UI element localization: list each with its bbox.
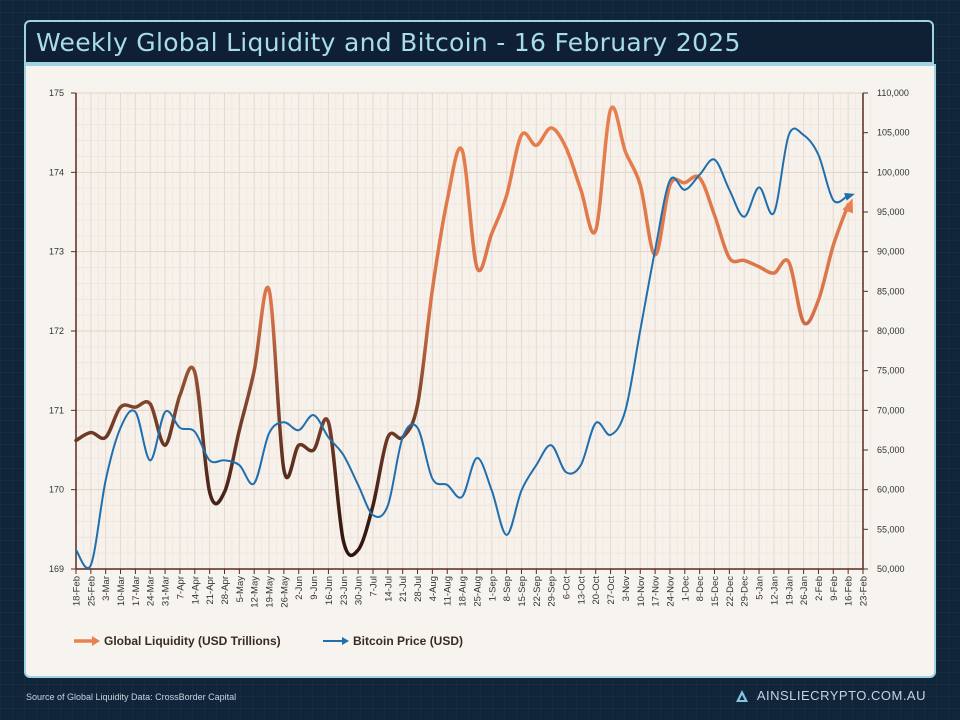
right-tick-label: 90,000	[877, 247, 905, 257]
x-tick-label: 13-Oct	[576, 576, 587, 605]
x-tick-label: 24-Nov	[665, 576, 676, 607]
x-tick-label: 27-Oct	[606, 576, 617, 605]
title-bar: Weekly Global Liquidity and Bitcoin - 16…	[24, 20, 934, 64]
grid	[75, 92, 871, 570]
right-tick-label: 100,000	[877, 167, 910, 177]
x-tick-label: 3-Nov	[621, 576, 632, 602]
x-tick-label: 7-Jul	[368, 576, 379, 597]
x-tick-label: 12-May	[250, 576, 261, 608]
x-tick-label: 16-Jun	[324, 576, 335, 605]
legend: Global Liquidity (USD Trillions) Bitcoin…	[74, 634, 463, 648]
brand-url: AINSLIECRYPTO.COM.AU	[756, 688, 926, 703]
x-tick-label: 16-Feb	[844, 576, 855, 606]
legend-item-bitcoin: Bitcoin Price (USD)	[323, 634, 463, 648]
right-tick-label: 70,000	[877, 405, 905, 415]
x-tick-label: 9-Feb	[829, 576, 840, 601]
x-tick-label: 28-Jul	[413, 576, 424, 602]
x-tick-label: 28-Apr	[220, 576, 231, 605]
right-tick-label: 110,000	[877, 88, 909, 98]
left-tick-label: 170	[49, 485, 64, 495]
x-tick-label: 17-Mar	[131, 576, 142, 606]
x-tick-label: 8-Sep	[502, 576, 513, 601]
left-tick-label: 171	[49, 405, 64, 415]
x-tick-label: 11-Aug	[443, 576, 454, 606]
x-tick-label: 4-Aug	[428, 576, 439, 601]
x-tick-label: 29-Sep	[547, 576, 558, 607]
bitcoin-arrowhead	[844, 193, 855, 201]
x-tick-label: 24-Mar	[146, 576, 157, 606]
x-tick-label: 17-Nov	[651, 576, 662, 607]
x-tick-label: 12-Jan	[769, 576, 780, 605]
right-tick-label: 95,000	[877, 207, 905, 217]
axes: 169 170 171 172 173 174 175 50,000 55,000 60,000 6…	[49, 88, 910, 608]
x-tick-label: 25-Feb	[86, 576, 97, 606]
x-tick-label: 31-Mar	[161, 576, 172, 606]
left-tick-label: 169	[49, 564, 64, 574]
x-tick-label: 23-Jun	[339, 576, 350, 605]
right-tick-label: 60,000	[877, 485, 905, 495]
x-tick-label: 3-Mar	[101, 576, 112, 601]
x-tick-label: 26-May	[279, 576, 290, 608]
x-tick-label: 2-Feb	[814, 576, 825, 601]
x-tick-label: 8-Dec	[695, 576, 706, 602]
right-tick-label: 55,000	[877, 524, 905, 534]
right-tick-label: 85,000	[877, 286, 905, 296]
x-tick-label: 7-Apr	[175, 576, 186, 599]
legend-label-liquidity: Global Liquidity (USD Trillions)	[104, 634, 281, 648]
brand[interactable]: AINSLIECRYPTO.COM.AU	[735, 688, 926, 703]
x-tick-label: 18-Aug	[458, 576, 469, 607]
legend-label-bitcoin: Bitcoin Price (USD)	[353, 634, 463, 648]
x-tick-label: 10-Nov	[636, 576, 647, 607]
source-note: Source of Global Liquidity Data: CrossBo…	[26, 692, 237, 702]
ainslie-logo-icon	[735, 689, 748, 702]
x-tick-label: 30-Jun	[354, 576, 365, 605]
left-tick-label: 174	[49, 167, 64, 177]
x-tick-label: 22-Dec	[725, 576, 736, 607]
x-tick-label: 14-Apr	[190, 576, 201, 605]
right-tick-label: 65,000	[877, 445, 905, 455]
chart-title: Weekly Global Liquidity and Bitcoin - 16…	[36, 28, 741, 57]
series	[74, 105, 855, 569]
left-tick-label: 173	[49, 247, 64, 257]
liquidity-line	[74, 105, 850, 558]
x-tick-label: 21-Apr	[205, 576, 216, 605]
left-tick-label: 172	[49, 326, 64, 336]
x-tick-label: 15-Sep	[517, 576, 528, 607]
x-tick-label: 19-Jan	[784, 576, 795, 605]
x-tick-label: 22-Sep	[532, 576, 543, 607]
x-tick-label: 15-Dec	[710, 576, 721, 607]
x-tick-label: 1-Sep	[487, 576, 498, 601]
x-tick-label: 14-Jul	[383, 576, 394, 602]
left-tick-label: 175	[49, 88, 64, 98]
right-tick-label: 80,000	[877, 326, 905, 336]
x-tick-label: 18-Feb	[72, 576, 83, 606]
x-tick-label: 5-May	[235, 576, 246, 603]
right-tick-label: 50,000	[877, 564, 905, 574]
right-tick-label: 105,000	[877, 128, 910, 138]
x-tick-label: 1-Dec	[680, 576, 691, 602]
x-tick-label: 9-Jun	[309, 576, 320, 600]
x-tick-label: 6-Oct	[562, 576, 573, 600]
x-tick-label: 25-Aug	[472, 576, 483, 607]
x-tick-label: 19-May	[265, 576, 276, 608]
right-tick-label: 75,000	[877, 366, 905, 376]
x-tick-label: 20-Oct	[591, 576, 602, 605]
x-tick-label: 23-Feb	[859, 576, 870, 606]
x-tick-label: 2-Jun	[294, 576, 305, 600]
x-tick-label: 10-Mar	[116, 576, 127, 606]
x-tick-label: 5-Jan	[755, 576, 766, 600]
x-tick-label: 26-Jan	[799, 576, 810, 605]
x-tick-label: 29-Dec	[740, 576, 751, 607]
liquidity-arrowhead	[842, 198, 853, 214]
legend-item-liquidity: Global Liquidity (USD Trillions)	[74, 634, 281, 648]
bitcoin-line	[75, 127, 850, 569]
x-tick-label: 21-Jul	[398, 576, 409, 602]
